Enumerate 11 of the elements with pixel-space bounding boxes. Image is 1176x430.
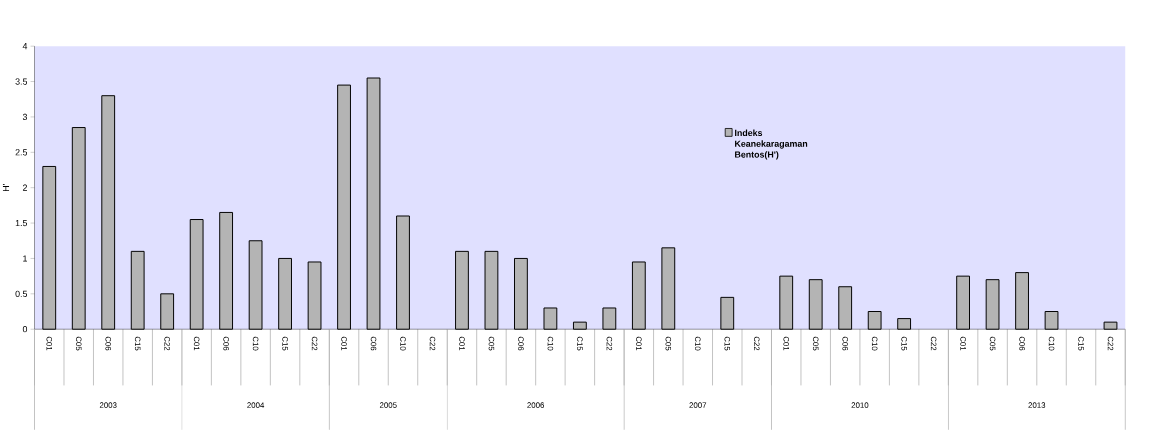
y-tick-label: 1.5: [15, 219, 28, 227]
legend-label: Indeks Keanekaragaman Bentos(H'): [735, 129, 808, 160]
y-tick-label: 2.5: [15, 149, 28, 156]
y-tick-label: 3: [22, 113, 28, 120]
y-tick-label: 0.5: [15, 290, 28, 297]
y-tick-label: 2: [22, 184, 27, 191]
y-tick-label: 0: [22, 325, 28, 333]
y-axis-title: H': [2, 183, 10, 191]
y-tick-label: 1: [23, 255, 27, 262]
y-tick-label: 4: [22, 43, 28, 50]
y-tick-label: 3.5: [15, 78, 28, 85]
